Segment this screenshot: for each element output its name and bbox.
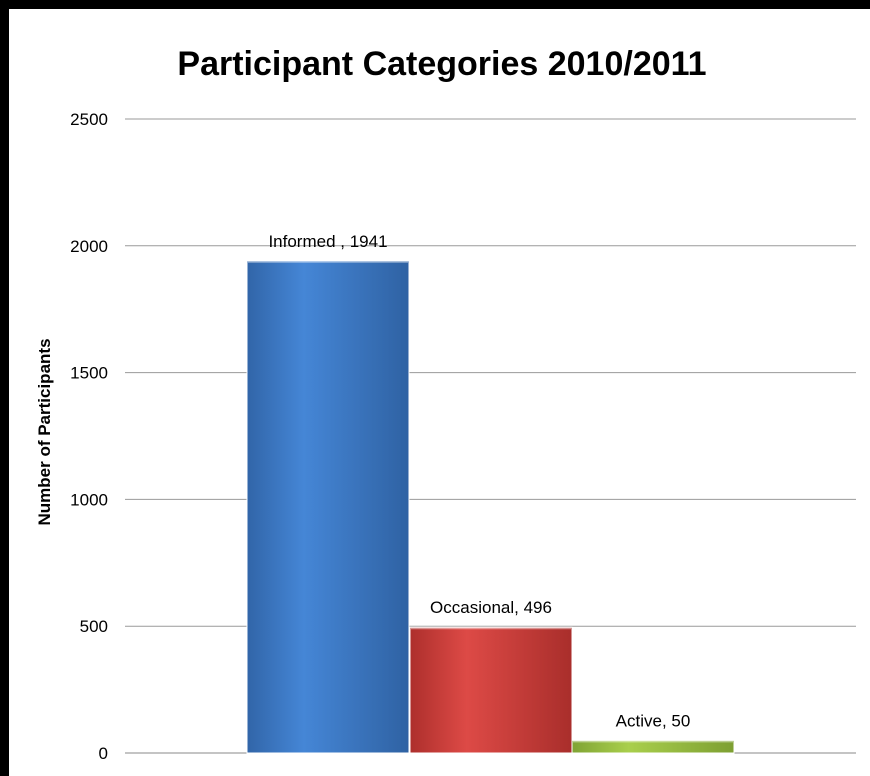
- y-tick-label-1: 500: [80, 617, 108, 636]
- bar-informed: [246, 260, 410, 754]
- data-label-active: Active, 50: [616, 711, 691, 730]
- bar-occasional: [409, 626, 573, 754]
- data-label-informed: Informed , 1941: [268, 232, 387, 251]
- y-axis-label: Number of Participants: [35, 338, 54, 525]
- y-tick-label-0: 0: [99, 744, 108, 763]
- y-tick-label-3: 1500: [70, 364, 108, 383]
- bar-active: [571, 739, 735, 754]
- bars: [246, 260, 735, 754]
- y-tick-label-5: 2500: [70, 110, 108, 129]
- y-axis-ticks: 0 500 1000 1500 2000 2500: [70, 110, 108, 763]
- data-labels: Informed , 1941 Occasional, 496 Active, 50: [268, 232, 690, 731]
- data-label-occasional: Occasional, 496: [430, 598, 552, 617]
- y-tick-label-2: 1000: [70, 490, 108, 509]
- y-tick-label-4: 2000: [70, 237, 108, 256]
- chart-title: Participant Categories 2010/2011: [177, 45, 706, 83]
